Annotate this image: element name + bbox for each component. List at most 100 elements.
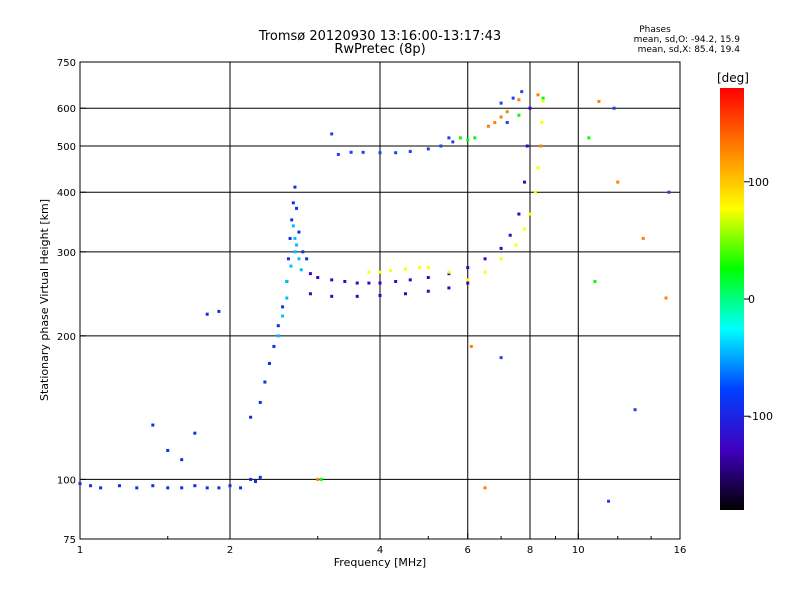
x-tick-label: 1 (77, 545, 83, 556)
x-tick-label: 16 (674, 545, 687, 556)
x-tick-label: 10 (572, 545, 585, 556)
data-point (99, 486, 103, 490)
data-point (293, 236, 297, 240)
data-point (499, 356, 503, 360)
data-point (493, 121, 497, 125)
data-point (394, 279, 398, 283)
data-point (367, 270, 371, 274)
data-point (466, 266, 470, 270)
data-point (533, 190, 537, 194)
y-tick-label: 750 (57, 58, 76, 69)
data-point (389, 269, 393, 273)
data-point (505, 110, 509, 114)
data-point (616, 180, 620, 184)
data-point (473, 136, 477, 140)
colorbar-tick-label: -100 (748, 410, 773, 423)
data-point (483, 270, 487, 274)
data-point (505, 121, 509, 125)
grid-lines (80, 62, 680, 539)
data-point (217, 309, 221, 313)
data-point (367, 281, 371, 285)
data-point (166, 486, 170, 490)
data-point (540, 121, 544, 125)
data-point (539, 144, 543, 148)
data-point (426, 276, 430, 280)
data-point (607, 499, 611, 503)
data-point (483, 486, 487, 490)
data-point (288, 236, 292, 240)
data-point (193, 484, 197, 488)
data-point (193, 431, 197, 435)
data-point (301, 250, 305, 254)
y-tick-label: 200 (57, 332, 76, 343)
data-point (597, 99, 601, 103)
y-tick-label: 500 (57, 142, 76, 153)
data-point (295, 206, 299, 210)
data-point (523, 180, 527, 184)
data-point (180, 458, 184, 462)
data-point (403, 267, 407, 271)
data-point (316, 477, 320, 481)
chart-title: Tromsø 20120930 13:16:00-13:17:43 (258, 29, 501, 44)
data-point (394, 151, 398, 155)
data-point (469, 344, 473, 348)
data-point (536, 93, 540, 97)
data-point (289, 264, 293, 268)
data-point (330, 278, 334, 282)
y-axis-label: Stationary phase Virtual Height [km] (38, 199, 51, 401)
data-point (205, 312, 209, 316)
data-point (378, 151, 382, 155)
data-point (343, 279, 347, 283)
data-point (263, 380, 267, 384)
data-point (276, 324, 280, 328)
colorbar (720, 88, 744, 510)
data-point (89, 484, 93, 488)
colorbar-tick-label: 0 (748, 293, 755, 306)
data-point (528, 106, 532, 110)
data-point (355, 281, 359, 285)
data-point (426, 147, 430, 151)
x-axis-label: Frequency [MHz] (334, 556, 426, 569)
data-point (290, 218, 294, 222)
data-point (541, 96, 545, 100)
data-point (612, 106, 616, 110)
colorbar-tick-label: 100 (748, 176, 769, 189)
data-point (297, 257, 301, 261)
axis-ticks: 1 2 4 6 8 10 16 75 100 200 300 400 500 600 750 (57, 58, 686, 556)
data-point (253, 479, 257, 483)
data-point (466, 138, 470, 142)
data-point (525, 144, 529, 148)
data-point (336, 152, 340, 156)
data-point (447, 270, 451, 274)
data-point (466, 281, 470, 285)
data-point (408, 278, 412, 282)
x-tick-label: 2 (227, 545, 233, 556)
data-point (536, 166, 540, 170)
data-point (587, 136, 591, 140)
data-point (520, 90, 524, 94)
data-point (517, 113, 521, 117)
data-point (641, 236, 645, 240)
x-tick-label: 8 (527, 545, 533, 556)
data-point (439, 144, 443, 148)
info-line-2: mean, sd,X: 85.4, 19.4 (638, 45, 741, 55)
data-point (117, 484, 121, 488)
info-heading: Phases (639, 25, 671, 35)
data-point (667, 190, 671, 194)
data-point (281, 305, 285, 309)
data-point (258, 475, 262, 479)
data-point (151, 423, 155, 427)
data-point (508, 233, 512, 237)
data-point (447, 272, 451, 276)
data-point (499, 246, 503, 250)
data-point (228, 484, 232, 488)
y-tick-label: 600 (57, 104, 76, 115)
data-point (291, 224, 295, 228)
data-point (517, 212, 521, 216)
data-point (297, 230, 301, 234)
data-point (217, 486, 221, 490)
data-point (249, 477, 253, 481)
data-point (135, 486, 139, 490)
data-point (486, 124, 490, 128)
